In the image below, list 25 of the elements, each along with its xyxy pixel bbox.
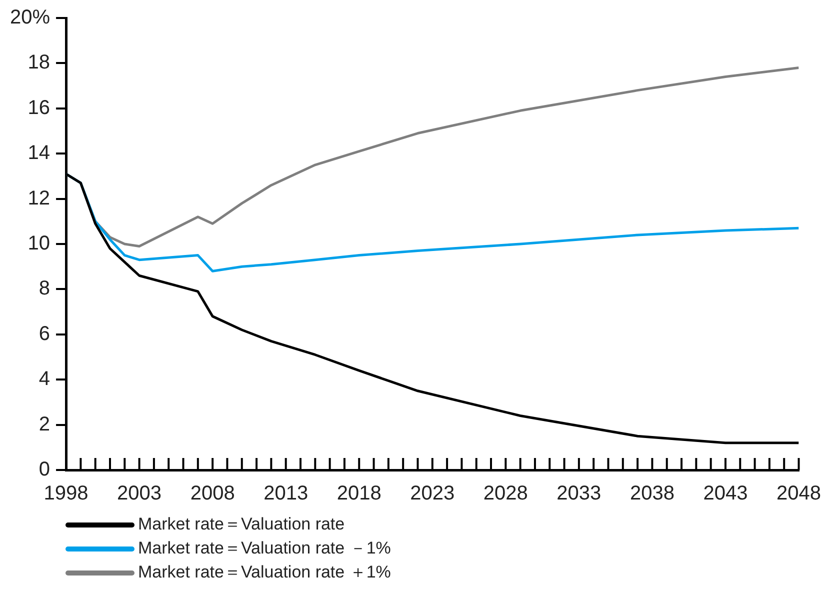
y-tick-label: 6 (38, 322, 50, 345)
legend-label: Market rate＝Valuation rate (138, 514, 345, 534)
x-tick-label: 2003 (117, 482, 162, 505)
x-tick-label: 1998 (44, 482, 88, 505)
y-tick-label: 20% (10, 6, 50, 29)
y-tick-label: 8 (38, 278, 50, 300)
y-tick-label: 0 (38, 458, 50, 481)
x-tick-label: 2013 (264, 482, 308, 505)
y-tick-label: 2 (38, 413, 50, 436)
x-tick-label: 2038 (630, 482, 674, 505)
y-tick-label: 16 (28, 96, 50, 119)
legend-label: Market rate＝Valuation rate －1% (138, 538, 391, 558)
x-tick-label: 2028 (483, 482, 528, 505)
legend-label: Market rate＝Valuation rate ＋1% (138, 562, 391, 582)
y-tick-label: 4 (38, 368, 50, 390)
y-tick-label: 10 (28, 232, 50, 255)
y-tick-label: 14 (28, 142, 50, 164)
x-tick-label: 2018 (336, 482, 382, 505)
x-tick-label: 2043 (703, 482, 748, 505)
x-tick-label: 2033 (556, 482, 602, 505)
x-tick-label: 2008 (190, 482, 235, 505)
x-tick-label: 2048 (776, 482, 822, 505)
y-tick-label: 18 (28, 52, 50, 74)
x-tick-label: 2023 (410, 482, 455, 505)
y-tick-label: 12 (28, 187, 50, 210)
